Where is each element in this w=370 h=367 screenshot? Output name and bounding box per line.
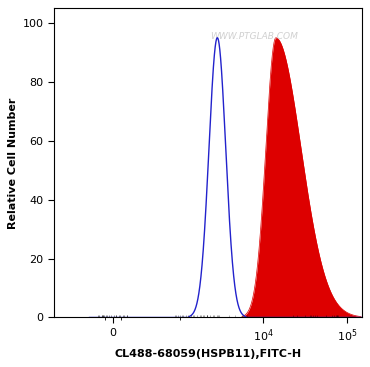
Text: WWW.PTGLAB.COM: WWW.PTGLAB.COM [210, 32, 298, 41]
Y-axis label: Relative Cell Number: Relative Cell Number [9, 97, 18, 229]
X-axis label: CL488-68059(HSPB11),FITC-H: CL488-68059(HSPB11),FITC-H [114, 349, 301, 359]
